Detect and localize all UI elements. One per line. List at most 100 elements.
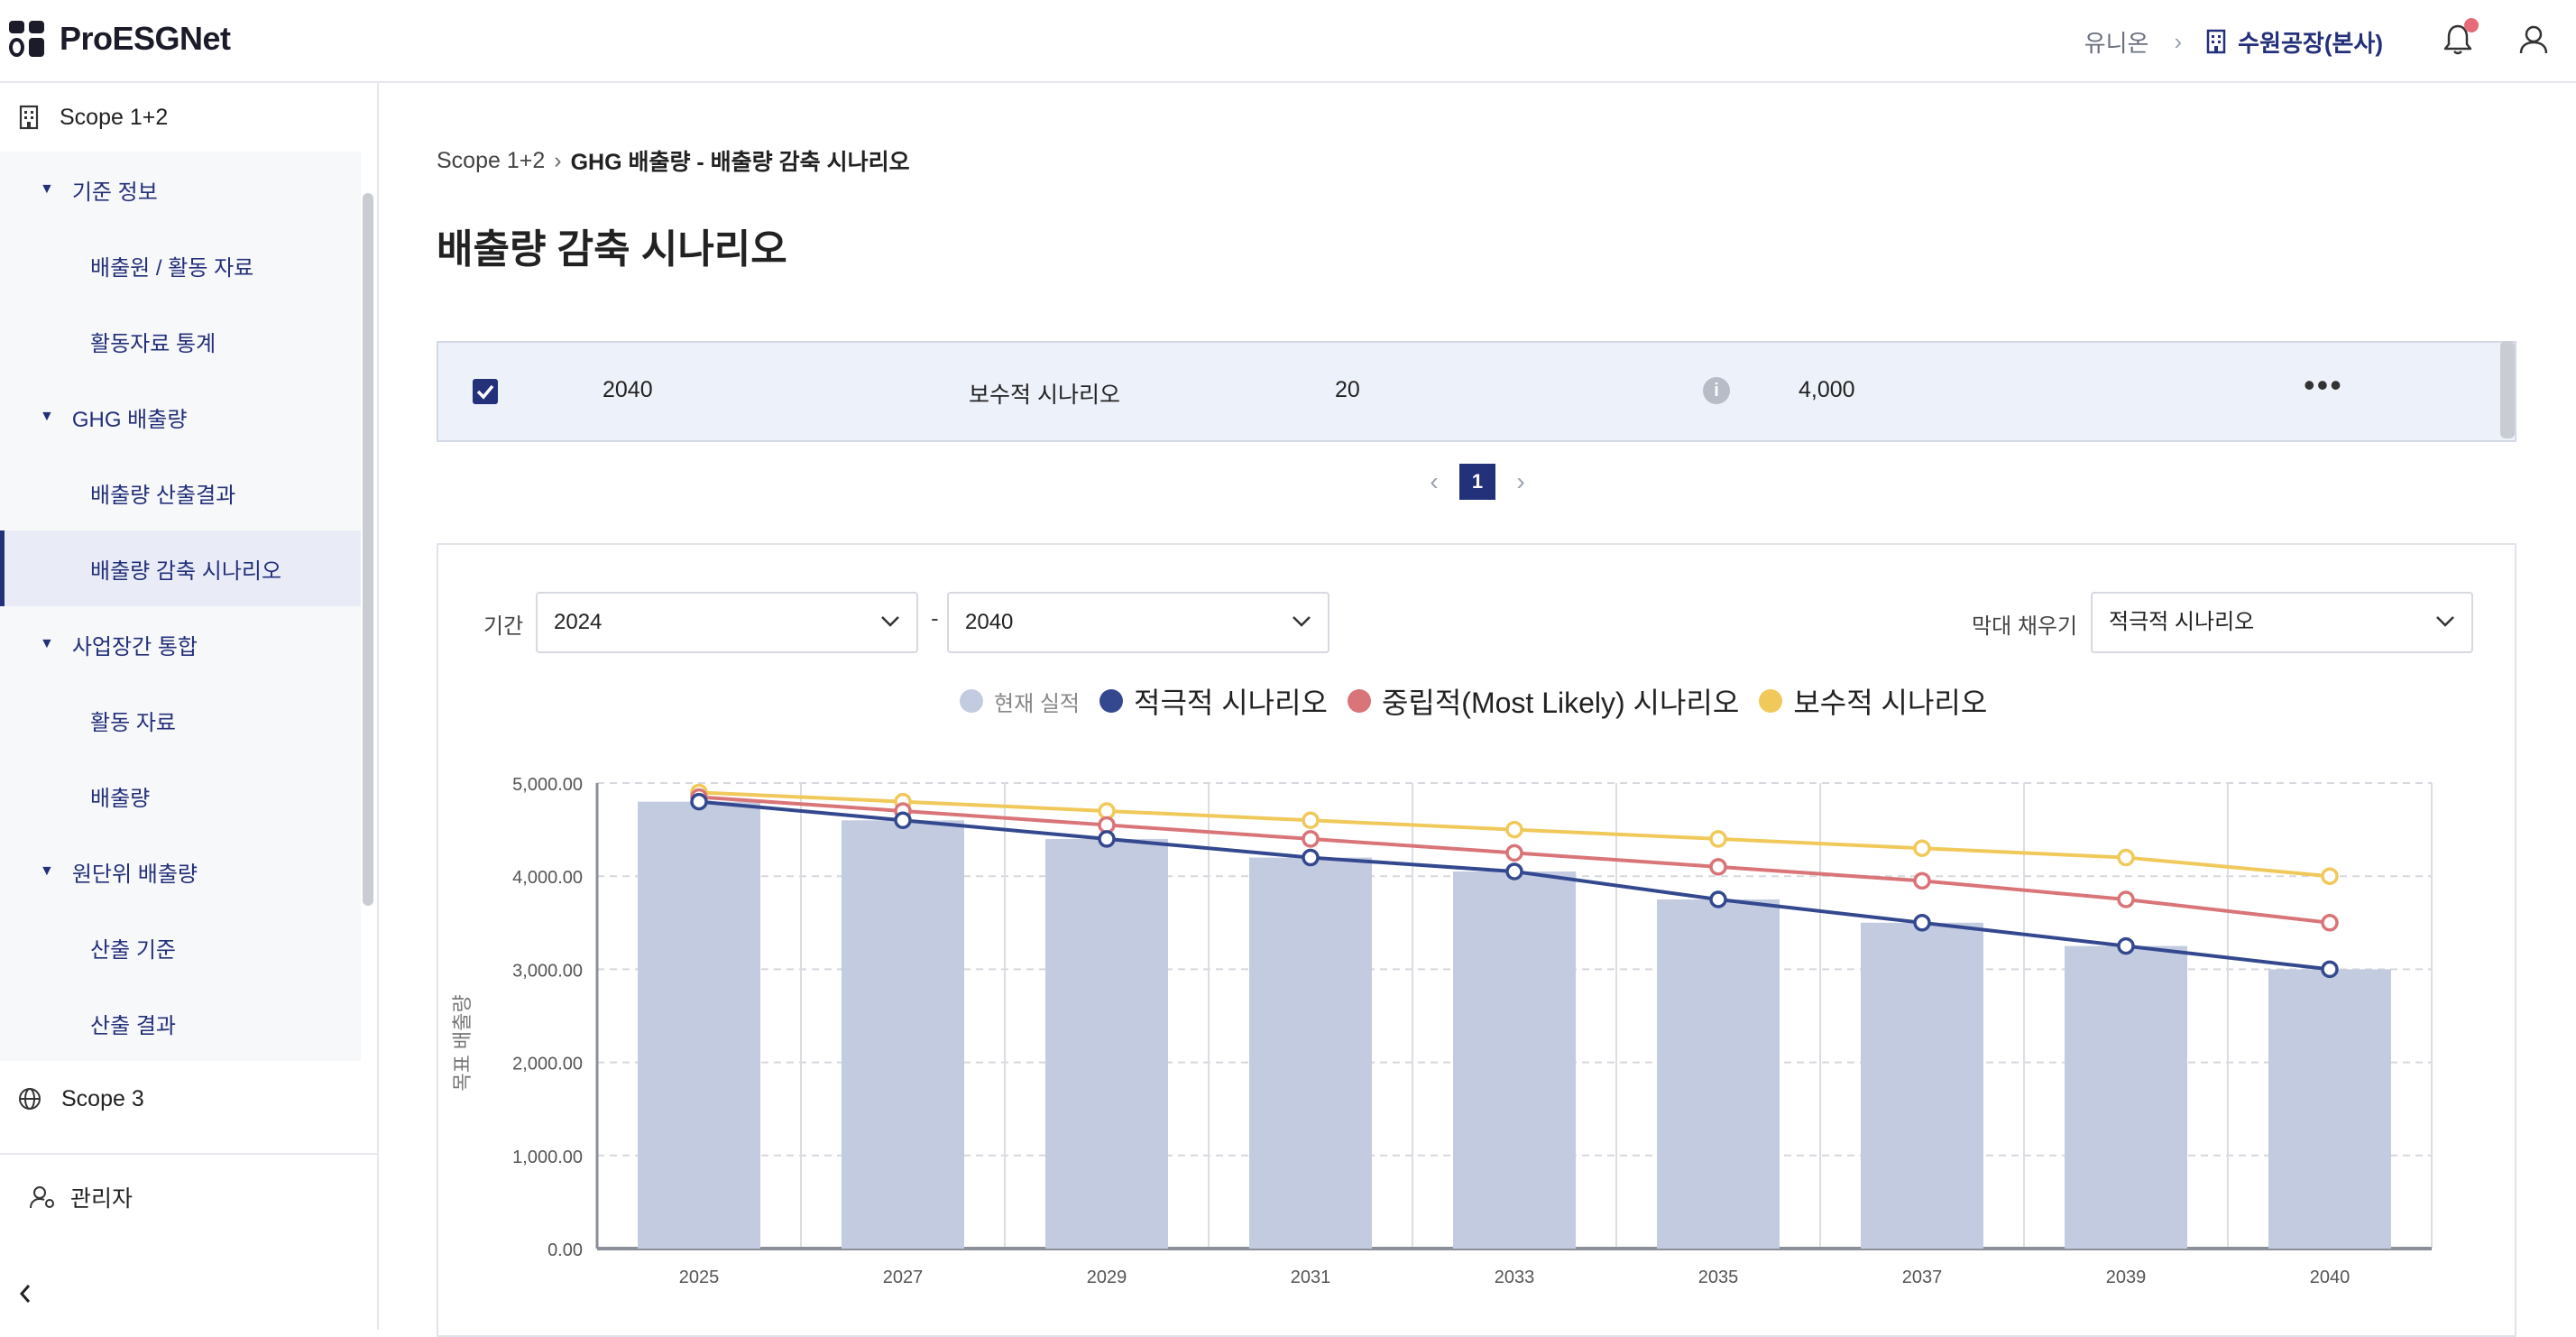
period-to-select[interactable]: 2040 — [947, 592, 1329, 653]
chevron-right-icon: › — [2174, 27, 2183, 55]
period-dash: - — [931, 604, 939, 632]
legend-label: 중립적(Most Likely) 시나리오 — [1381, 687, 1740, 719]
series-point — [690, 792, 708, 811]
logo-grid-icon — [9, 21, 45, 57]
pagination: ‹ 1 › — [1423, 464, 1532, 500]
sidebar-item-calc-criteria[interactable]: 산출 기준 — [90, 937, 176, 963]
more-options-icon[interactable]: ••• — [2304, 366, 2343, 403]
legend-item-conservative[interactable]: 보수적 시나리오 — [1759, 680, 1987, 722]
sidebar-item-emission-sources[interactable]: 배출원 / 활동 자료 — [90, 255, 254, 281]
series-point — [1098, 816, 1116, 834]
table-row[interactable]: 2040 보수적 시나리오 20 i 4,000 ••• — [437, 341, 2516, 442]
notification-button[interactable] — [2443, 17, 2479, 60]
sidebar-item-emissions[interactable]: 배출량 — [90, 786, 151, 811]
chevron-down-icon — [881, 616, 899, 627]
sidebar-item-calc-results[interactable]: 산출 결과 — [90, 1013, 176, 1038]
sidebar-group-ghg[interactable]: ▼ GHG 배출량 — [0, 379, 361, 455]
sidebar-group-site-integration[interactable]: ▼ 사업장간 통합 — [0, 606, 361, 682]
sidebar-scrollbar[interactable] — [363, 193, 373, 906]
row-checkbox[interactable] — [473, 379, 498, 404]
series-point — [2321, 914, 2339, 932]
globe-icon — [19, 1088, 41, 1110]
sidebar: Scope 1+2 ▼ 기준 정보 배출원 / 활동 자료 활동자료 통계 ▼ GH… — [0, 83, 379, 1330]
series-point — [1913, 914, 1931, 932]
sidebar-item-label: 관리자 — [70, 1186, 133, 1212]
sidebar-item-reduction-scenario[interactable]: 배출량 감축 시나리오 — [0, 530, 361, 606]
y-tick-label: 1,000.00 — [512, 1148, 583, 1167]
period-from-select[interactable]: 2024 — [536, 592, 918, 653]
site-name: 수원공장(본사) — [2238, 29, 2383, 57]
legend-item-neutral[interactable]: 중립적(Most Likely) 시나리오 — [1347, 680, 1740, 722]
sidebar-collapse-button[interactable] — [16, 1281, 34, 1314]
sidebar-item-label: Scope 1+2 — [60, 104, 169, 130]
bar-actual — [1861, 922, 1983, 1249]
legend-item-actual[interactable]: 현재 실적 — [960, 686, 1080, 717]
legend-label: 보수적 시나리오 — [1793, 687, 1988, 719]
user-icon — [2519, 25, 2548, 53]
bar-actual — [1045, 838, 1168, 1249]
breadcrumb-root[interactable]: Scope 1+2 — [437, 147, 546, 173]
company-name[interactable]: 유니온 — [2084, 29, 2149, 57]
cell-value: 20 — [1335, 377, 1360, 402]
check-icon — [476, 384, 494, 400]
series-point — [1709, 830, 1727, 848]
sidebar-item-scope3[interactable]: Scope 3 — [0, 1061, 377, 1137]
x-tick-label: 2039 — [2106, 1268, 2147, 1287]
bar-actual — [1657, 899, 1780, 1249]
y-axis-label: 목표 배출량 — [451, 994, 474, 1091]
bar-fill-label: 막대 채우기 — [1972, 614, 2078, 639]
sidebar-item-activity-stats[interactable]: 활동자료 통계 — [90, 331, 216, 356]
series-point — [1302, 811, 1320, 830]
next-page-button[interactable]: › — [1516, 467, 1525, 495]
user-menu-button[interactable] — [2518, 24, 2549, 60]
building-icon — [19, 105, 39, 130]
app-logo[interactable]: ProESGNet — [9, 20, 231, 58]
period-from-value: 2024 — [554, 610, 603, 634]
series-point — [1505, 820, 1523, 839]
series-point — [2117, 890, 2135, 908]
x-tick-label: 2025 — [679, 1268, 720, 1287]
sidebar-item-admin[interactable]: 관리자 — [0, 1153, 377, 1240]
triangle-down-icon: ▼ — [40, 636, 54, 651]
x-tick-label: 2031 — [1291, 1268, 1331, 1287]
y-tick-label: 0.00 — [547, 1240, 583, 1260]
sidebar-item-scope12[interactable]: Scope 1+2 — [0, 83, 377, 152]
site-selector[interactable]: 수원공장(본사) — [2205, 25, 2383, 59]
x-tick-label: 2040 — [2310, 1268, 2351, 1287]
notification-badge — [2464, 17, 2479, 32]
chevron-down-icon — [2436, 616, 2454, 627]
cell-scenario: 보수적 시나리오 — [969, 383, 1120, 408]
sidebar-item-label: Scope 3 — [61, 1085, 144, 1111]
triangle-down-icon: ▼ — [40, 181, 54, 197]
period-to-value: 2040 — [965, 610, 1014, 634]
sidebar-group-intensity[interactable]: ▼ 원단위 배출량 — [0, 834, 361, 909]
page-number-current[interactable]: 1 — [1459, 464, 1495, 500]
x-tick-label: 2027 — [883, 1268, 924, 1287]
x-tick-label: 2029 — [1087, 1268, 1127, 1287]
series-point — [1098, 830, 1116, 848]
y-tick-label: 4,000.00 — [512, 868, 583, 888]
sidebar-item-activity-data[interactable]: 활동 자료 — [90, 710, 176, 735]
breadcrumb: Scope 1+2 › GHG 배출량 - 배출량 감축 시나리오 — [437, 144, 910, 177]
chart-legend: 현재 실적 적극적 시나리오 중립적(Most Likely) 시나리오 보수적… — [960, 680, 2007, 722]
series-point — [1505, 862, 1523, 881]
sidebar-group-base-info[interactable]: ▼ 기준 정보 — [0, 152, 361, 227]
prev-page-button[interactable]: ‹ — [1430, 467, 1439, 495]
series-point — [1505, 844, 1523, 862]
chevron-down-icon — [1293, 616, 1311, 627]
bar-actual — [2065, 945, 2187, 1249]
series-point — [2117, 848, 2135, 867]
triangle-down-icon: ▼ — [40, 863, 54, 879]
sidebar-item-emission-results[interactable]: 배출량 산출결과 — [90, 483, 236, 508]
info-icon[interactable]: i — [1703, 377, 1730, 404]
sidebar-group-label: GHG 배출량 — [71, 407, 188, 432]
bell-icon — [2443, 24, 2472, 54]
bar-actual — [1453, 871, 1576, 1249]
cell-amount: 4,000 — [1799, 377, 1855, 402]
bar-actual — [2268, 969, 2391, 1249]
table-scrollbar[interactable] — [2500, 341, 2515, 438]
series-point — [1302, 830, 1320, 848]
bar-fill-select[interactable]: 적극적 시나리오 — [2091, 592, 2473, 653]
legend-item-aggressive[interactable]: 적극적 시나리오 — [1099, 680, 1328, 722]
chevron-left-icon — [19, 1285, 31, 1303]
